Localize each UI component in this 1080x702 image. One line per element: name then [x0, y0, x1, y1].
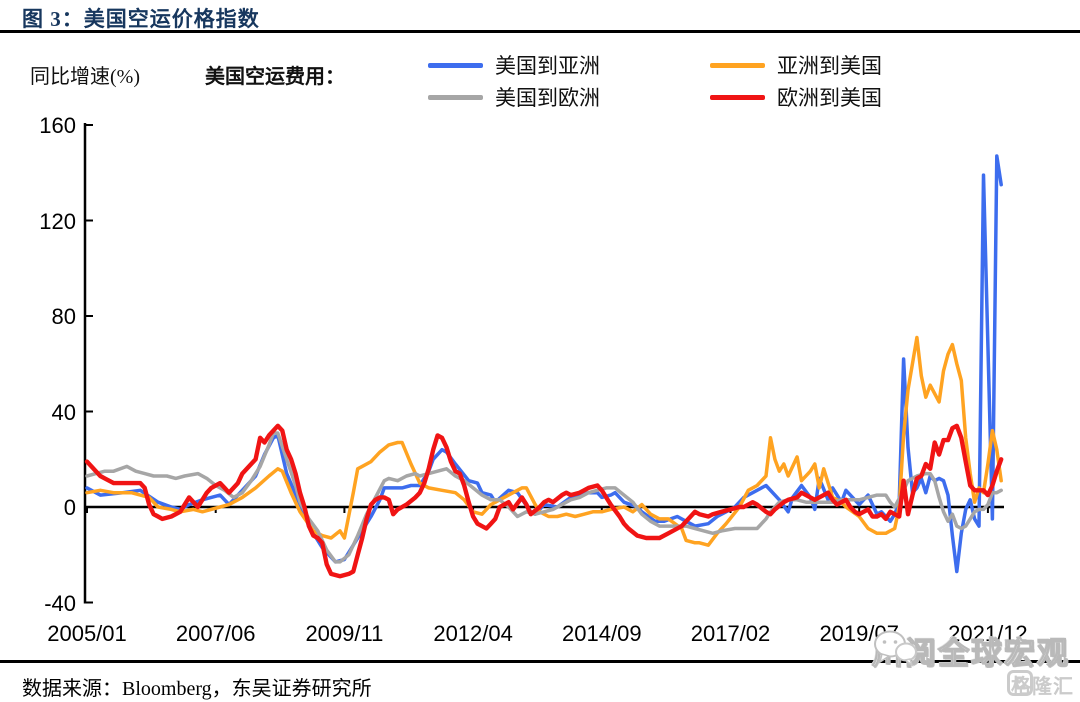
x-tick-label: 2014/09 [562, 621, 642, 646]
legend-label: 亚洲到美国 [777, 54, 882, 78]
y-tick-label: 40 [51, 399, 76, 425]
wechat-icon [874, 630, 917, 667]
x-tick-label: 2021/12 [948, 621, 1028, 646]
x-tick-label: 2005/01 [47, 621, 127, 646]
gelonghui-icon [1007, 670, 1033, 696]
wechat-watermark: 川阅全球宏观 [871, 628, 1070, 673]
legend-label: 欧洲到美国 [777, 86, 882, 110]
y-tick-label: 120 [39, 208, 76, 234]
legend-label: 美国到欧洲 [495, 86, 600, 110]
legend-swatch [710, 62, 765, 68]
legend-swatch [428, 94, 483, 100]
y-tick-label: 0 [63, 495, 76, 520]
y-tick-label: 160 [39, 113, 76, 138]
legend-item-3: 美国到欧洲 [428, 84, 600, 110]
x-tick-label: 2012/04 [433, 621, 513, 646]
y-axis-label: 同比增速(%) [30, 66, 140, 88]
y-tick-label: 80 [51, 304, 76, 329]
series-line-4 [84, 423, 1004, 579]
footer-rule [0, 660, 1080, 663]
figure-title: 图 3：美国空运价格指数 [22, 7, 260, 31]
x-tick-label: 2007/06 [175, 621, 256, 646]
title-rule [0, 30, 1080, 33]
y-tick-label: -40 [44, 590, 76, 616]
legend-label: 美国到亚洲 [495, 54, 600, 78]
x-tick-label: 2017/02 [690, 621, 771, 646]
legend-item-4: 欧洲到美国 [710, 84, 882, 110]
data-source-note: 数据来源：Bloomberg，东吴证券研究所 [22, 678, 372, 700]
legend-item-2: 亚洲到美国 [710, 52, 882, 78]
x-tick-label: 2009/11 [305, 621, 384, 646]
series-line-3 [85, 431, 1003, 564]
gelonghui-logo: 格隆汇 [1007, 670, 1074, 699]
legend-item-1: 美国到亚洲 [428, 52, 600, 78]
legend-swatch [428, 62, 483, 68]
legend-swatch [710, 94, 765, 100]
gelonghui-text: 格隆汇 [1011, 676, 1074, 698]
legend-prefix-label: 美国空运费用： [205, 66, 345, 88]
